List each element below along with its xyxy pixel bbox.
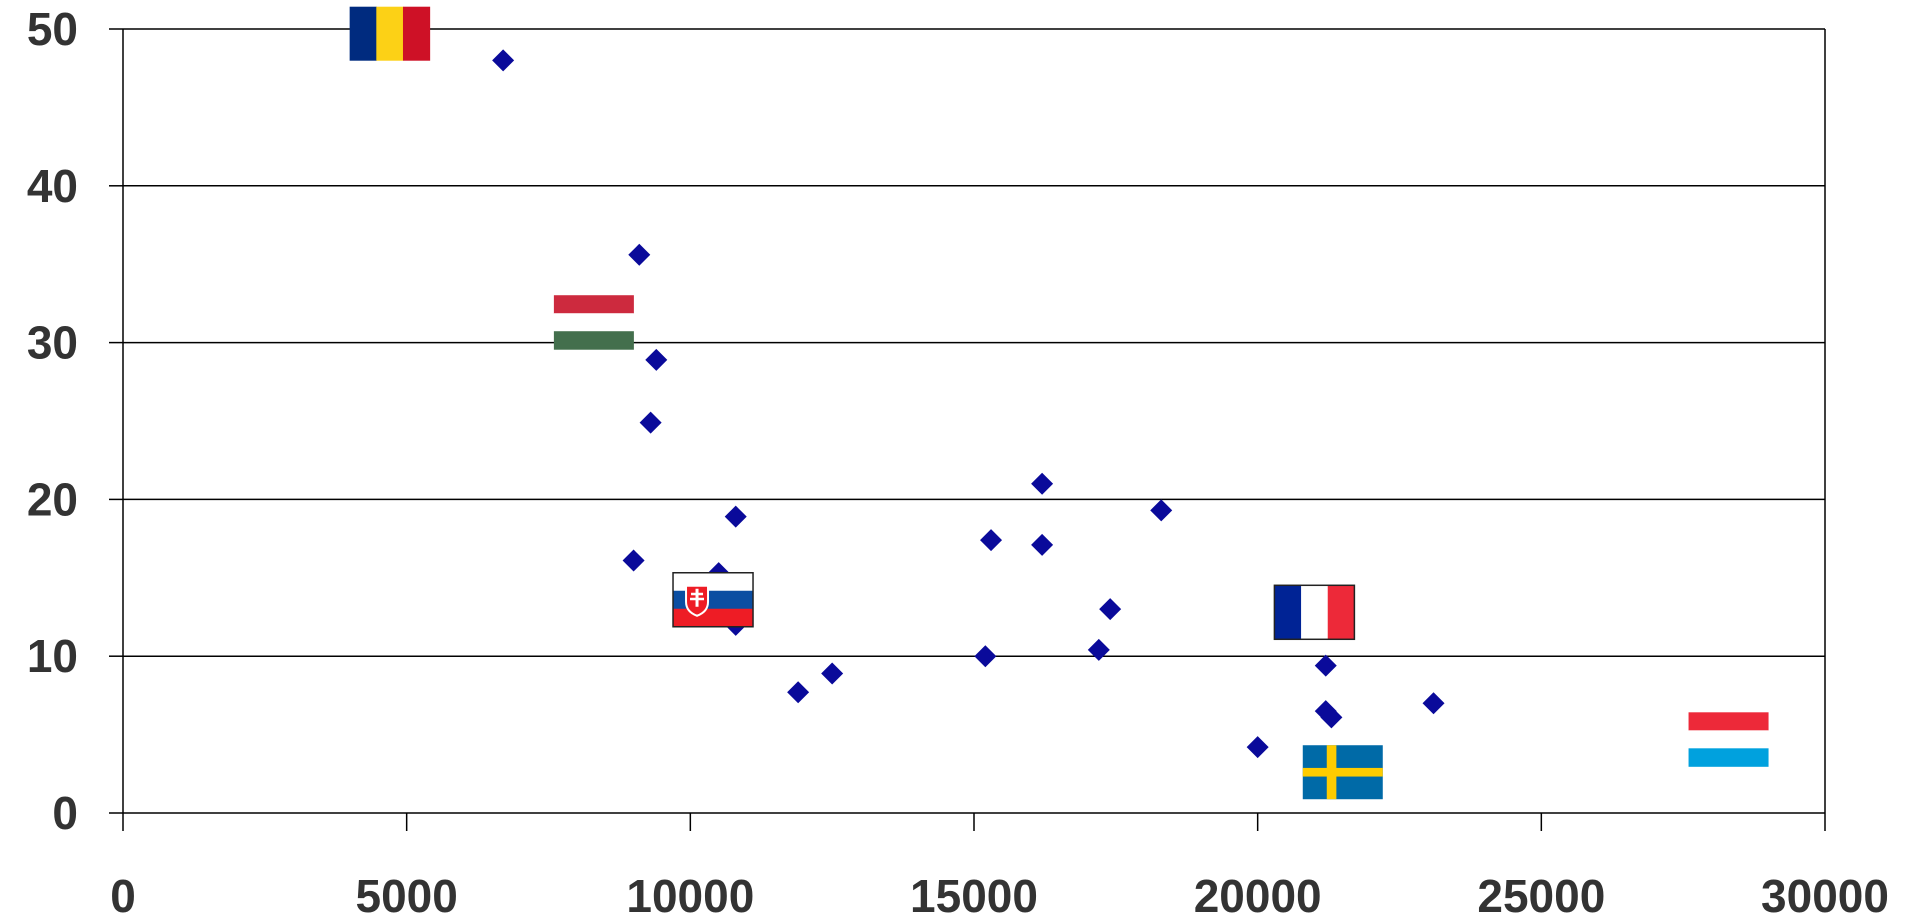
data-point xyxy=(1099,598,1122,621)
data-point xyxy=(787,681,810,704)
x-tick-label: 0 xyxy=(110,870,136,920)
x-tick-label: 10000 xyxy=(626,870,754,920)
data-point xyxy=(1087,638,1110,661)
flag-slovakia xyxy=(672,572,754,628)
data-point xyxy=(1150,499,1173,522)
data-point xyxy=(1031,533,1054,556)
data-points xyxy=(492,49,1445,759)
data-point xyxy=(1314,654,1337,677)
x-tick-label: 5000 xyxy=(355,870,457,920)
y-tick-label: 0 xyxy=(52,787,78,839)
flag-romania xyxy=(349,6,431,61)
flag-hungary xyxy=(553,295,634,350)
y-tick-label: 10 xyxy=(27,630,78,682)
y-tick-label: 30 xyxy=(27,317,78,369)
data-point xyxy=(639,411,662,434)
data-point xyxy=(724,505,747,528)
axes xyxy=(109,28,1826,831)
data-point xyxy=(974,645,997,668)
country-flags xyxy=(349,6,1769,800)
data-point xyxy=(492,49,515,72)
flag-sweden xyxy=(1302,745,1383,800)
data-point xyxy=(645,348,668,371)
data-point xyxy=(980,529,1003,552)
data-point xyxy=(1031,472,1054,495)
x-tick-label: 15000 xyxy=(910,870,1038,920)
y-tick-label: 40 xyxy=(27,160,78,212)
x-tick-label: 30000 xyxy=(1761,870,1889,920)
data-point xyxy=(821,662,844,685)
flag-luxembourg xyxy=(1688,712,1769,767)
grid-lines xyxy=(123,28,1825,814)
x-tick-label: 25000 xyxy=(1477,870,1605,920)
data-point xyxy=(622,549,645,572)
data-point xyxy=(1246,736,1269,759)
data-point xyxy=(1422,692,1445,715)
y-tick-label: 50 xyxy=(27,3,78,55)
data-point xyxy=(1320,706,1343,729)
data-point xyxy=(628,243,651,266)
flag-france xyxy=(1273,584,1356,641)
tick-labels: 0 10 20 30 40 50 0 5000 10000 15000 20000 25000 3000… xyxy=(27,3,1889,920)
y-tick-label: 20 xyxy=(27,473,78,525)
x-tick-label: 20000 xyxy=(1194,870,1322,920)
